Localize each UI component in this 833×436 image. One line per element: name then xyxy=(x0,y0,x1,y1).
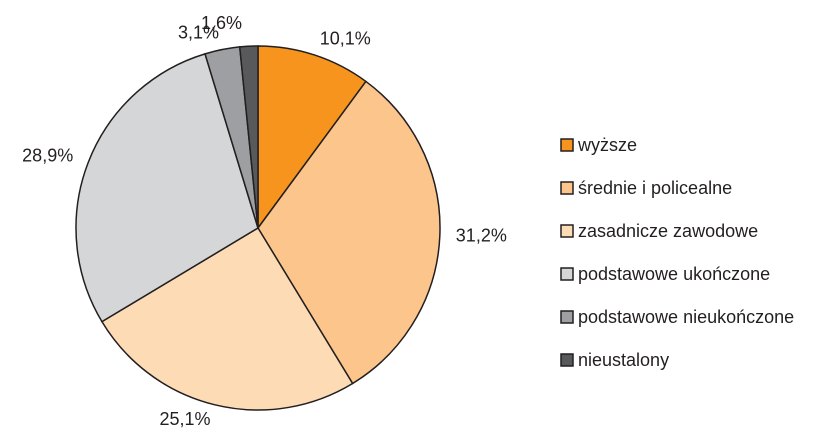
data-label: 31,2% xyxy=(456,225,507,245)
legend-label: wyższe xyxy=(577,135,637,155)
legend-swatch xyxy=(560,353,574,367)
legend-swatch xyxy=(560,267,574,281)
legend-swatch xyxy=(560,224,574,238)
legend-label: średnie i policealne xyxy=(578,178,732,198)
legend-swatch xyxy=(560,310,574,324)
data-label: 10,1% xyxy=(320,29,371,49)
pie-slice xyxy=(75,52,259,323)
pie-slice xyxy=(257,80,441,385)
legend-label: podstawowe ukończone xyxy=(578,264,770,284)
pie-slice xyxy=(257,45,367,231)
data-label: 28,9% xyxy=(22,146,73,166)
legend-swatch xyxy=(560,138,574,152)
legend-swatch xyxy=(560,181,574,195)
data-label: 25,1% xyxy=(160,409,211,429)
legend-label: zasadnicze zawodowe xyxy=(578,221,758,241)
data-label: 3,1% xyxy=(178,23,219,43)
legend-label: podstawowe nieukończone xyxy=(578,307,794,327)
pie-slice xyxy=(238,45,259,229)
legend-label: nieustalony xyxy=(578,350,669,370)
data-label: 1,6% xyxy=(201,13,242,33)
pie-slice xyxy=(100,226,354,411)
